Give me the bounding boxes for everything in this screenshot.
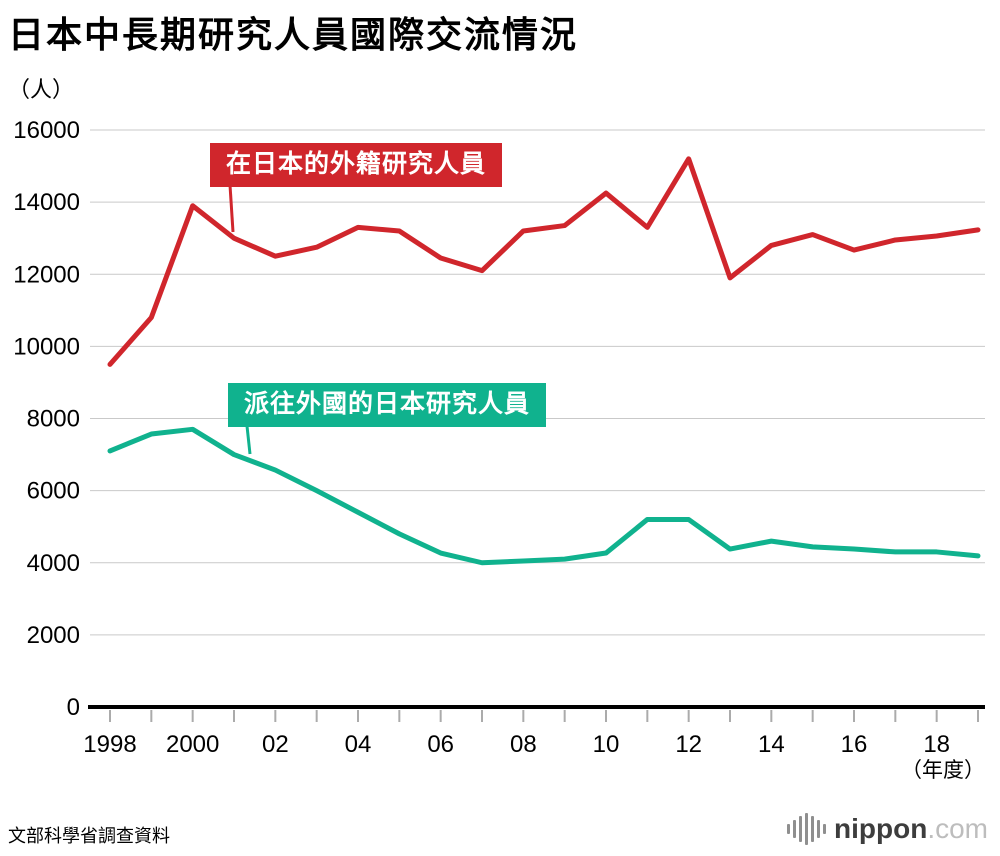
source-credit: 文部科學省調查資料 [8, 826, 170, 846]
x-axis-tick-label: 08 [510, 731, 537, 758]
y-axis-tick-label: 0 [67, 694, 80, 721]
x-axis-line [88, 705, 985, 709]
x-axis-tick-label: 2000 [166, 731, 219, 758]
y-axis-tick-label: 16000 [13, 117, 80, 144]
y-axis-tick-label: 2000 [27, 622, 80, 649]
y-axis-tick-label: 4000 [27, 550, 80, 577]
y-axis-tick-label: 6000 [27, 478, 80, 505]
y-axis-unit-label: （人） [8, 77, 75, 102]
x-axis-tick-label: 02 [262, 731, 289, 758]
x-axis-tick-label: 16 [841, 731, 868, 758]
page-title: 日本中長期研究人員國際交流情況 [8, 14, 579, 55]
y-axis-tick-label: 12000 [13, 261, 80, 288]
annotation-leader-japanese [245, 425, 252, 455]
x-axis-tick-label: 12 [675, 731, 702, 758]
series-line-0 [107, 156, 981, 367]
y-axis-tick-label: 8000 [27, 406, 80, 433]
y-axis-tick-label: 10000 [13, 333, 80, 360]
x-axis-tick-label: 14 [758, 731, 785, 758]
x-axis-tick-label: 18 [923, 731, 950, 758]
series-line-1 [107, 426, 981, 566]
nippon-logo-text: nippon.com [834, 815, 988, 843]
annotation-japanese: 派往外國的日本研究人員 [228, 383, 547, 427]
x-axis-tick-label: 04 [345, 731, 372, 758]
y-axis-tick-label: 14000 [13, 189, 80, 216]
x-axis-tick-label: 1998 [83, 731, 136, 758]
x-axis-tick-label: 06 [427, 731, 454, 758]
logo-suffix: .com [927, 813, 988, 844]
nippon-logo-icon [787, 812, 827, 846]
x-axis-unit-label: （年度） [901, 759, 985, 782]
annotation-leader-foreign [228, 184, 235, 233]
logo-brand: nippon [834, 813, 928, 844]
annotation-foreign: 在日本的外籍研究人員 [210, 143, 503, 187]
chart-canvas: 0 2000 4000 6000 8000 10000 12000 14000 16000 199… [13, 117, 985, 758]
line-chart: 0 2000 4000 6000 8000 10000 12000 14000 16000 199… [0, 100, 1000, 780]
nippon-logo: nippon.com [787, 812, 988, 846]
x-axis-tick-label: 10 [593, 731, 620, 758]
